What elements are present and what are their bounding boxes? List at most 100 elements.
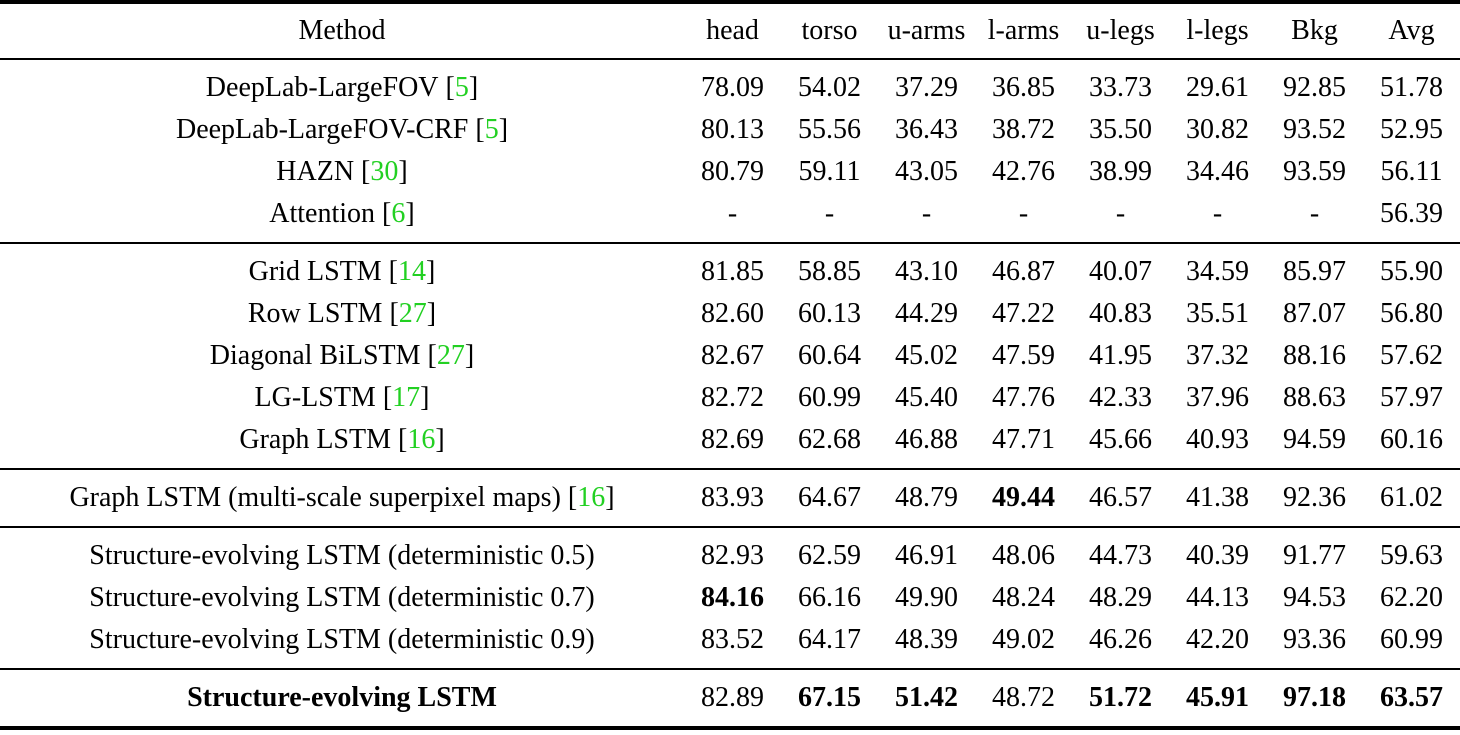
- table-row: Structure-evolving LSTM (deterministic 0…: [0, 577, 1460, 619]
- citation-number: 17: [392, 382, 421, 413]
- citation-link[interactable]: [5]: [475, 114, 508, 145]
- citation-link[interactable]: [27]: [428, 340, 475, 371]
- metric-cell: -: [1212, 198, 1223, 229]
- metric-cell: 83.93: [701, 482, 764, 513]
- method-label: LG-LSTM: [254, 382, 376, 413]
- citation-link[interactable]: [6]: [382, 198, 415, 229]
- group-proposed-method: Structure-evolving LSTM 82.89 67.15 51.4…: [0, 669, 1460, 728]
- metric-cell: 51.78: [1380, 72, 1443, 103]
- column-header-head: head: [706, 15, 759, 46]
- metric-cell-best: 51.42: [895, 682, 958, 713]
- metric-cell: 82.93: [701, 540, 764, 571]
- table-row: HAZN [30] 80.79 59.11 43.05 42.76 38.99 3…: [0, 151, 1460, 193]
- metric-cell: 82.89: [701, 682, 764, 713]
- metric-cell: 46.88: [895, 424, 958, 455]
- table-header: Method head torso u-arms l-arms u-legs l…: [0, 2, 1460, 59]
- bracket: [: [388, 256, 398, 287]
- metric-cell: 48.24: [992, 582, 1055, 613]
- bracket: [: [382, 198, 392, 229]
- bracket: ]: [420, 382, 430, 413]
- citation-link[interactable]: [27]: [389, 298, 436, 329]
- citation-number: 16: [577, 482, 606, 513]
- metric-cell: 60.13: [798, 298, 861, 329]
- metric-cell: 81.85: [701, 256, 764, 287]
- metric-cell: 60.16: [1380, 424, 1443, 455]
- metric-cell: 48.29: [1089, 582, 1152, 613]
- metric-cell: 80.79: [701, 156, 764, 187]
- table-row: Structure-evolving LSTM (deterministic 0…: [0, 527, 1460, 577]
- metric-cell: 34.59: [1186, 256, 1249, 287]
- metric-cell: 82.69: [701, 424, 764, 455]
- metric-cell: 93.36: [1283, 624, 1346, 655]
- method-cell: Structure-evolving LSTM (deterministic 0…: [0, 577, 684, 619]
- metric-cell: 59.63: [1380, 540, 1443, 571]
- method-cell: DeepLab-LargeFOV-CRF [5]: [0, 109, 684, 151]
- metric-cell: 45.66: [1089, 424, 1152, 455]
- metric-cell: -: [727, 198, 738, 229]
- method-label: HAZN: [276, 156, 355, 187]
- column-header-u-legs: u-legs: [1086, 15, 1155, 46]
- metric-cell: 46.87: [992, 256, 1055, 287]
- method-label: Diagonal BiLSTM: [209, 340, 421, 371]
- metric-cell: 44.13: [1186, 582, 1249, 613]
- metric-cell: 36.43: [895, 114, 958, 145]
- method-label: Structure-evolving LSTM (deterministic 0…: [89, 582, 595, 613]
- citation-link[interactable]: [16]: [568, 482, 615, 513]
- method-label: Grid LSTM: [248, 256, 382, 287]
- metric-cell: 92.36: [1283, 482, 1346, 513]
- metric-cell: 36.85: [992, 72, 1055, 103]
- metric-cell: 42.76: [992, 156, 1055, 187]
- metric-cell: 46.91: [895, 540, 958, 571]
- column-header-l-arms: l-arms: [987, 15, 1060, 46]
- bracket: ]: [435, 424, 445, 455]
- bracket: ]: [398, 156, 408, 187]
- metric-cell: 47.76: [992, 382, 1055, 413]
- metric-cell: 87.07: [1283, 298, 1346, 329]
- bracket: ]: [405, 198, 415, 229]
- citation-number: 5: [484, 114, 499, 145]
- table-row: Graph LSTM [16] 82.69 62.68 46.88 47.71 4…: [0, 419, 1460, 469]
- method-cell: Structure-evolving LSTM: [0, 669, 684, 728]
- citation-link[interactable]: [30]: [361, 156, 408, 187]
- metric-cell: 92.85: [1283, 72, 1346, 103]
- method-cell: HAZN [30]: [0, 151, 684, 193]
- metric-cell-best: 51.72: [1089, 682, 1152, 713]
- citation-link[interactable]: [5]: [446, 72, 479, 103]
- group-deterministic-ablations: Structure-evolving LSTM (deterministic 0…: [0, 527, 1460, 669]
- metric-cell: 30.82: [1186, 114, 1249, 145]
- method-label: DeepLab-LargeFOV: [205, 72, 439, 103]
- method-label: Graph LSTM: [239, 424, 391, 455]
- metric-cell: 42.33: [1089, 382, 1152, 413]
- citation-link[interactable]: [14]: [389, 256, 436, 287]
- citation-number: 27: [436, 340, 465, 371]
- method-label: Attention: [269, 198, 376, 229]
- metric-cell: 85.97: [1283, 256, 1346, 287]
- method-cell: Grid LSTM [14]: [0, 243, 684, 293]
- metric-cell: 47.22: [992, 298, 1055, 329]
- citation-link[interactable]: [16]: [398, 424, 445, 455]
- metric-cell: 62.59: [798, 540, 861, 571]
- bracket: [: [361, 156, 371, 187]
- metric-cell: 47.59: [992, 340, 1055, 371]
- metric-cell: 45.02: [895, 340, 958, 371]
- metric-cell: 94.53: [1283, 582, 1346, 613]
- method-cell: Diagonal BiLSTM [27]: [0, 335, 684, 377]
- metric-cell: 38.72: [992, 114, 1055, 145]
- metric-cell-best: 97.18: [1283, 682, 1346, 713]
- metric-cell: 33.73: [1089, 72, 1152, 103]
- citation-link[interactable]: [17]: [383, 382, 430, 413]
- table-row: Diagonal BiLSTM [27] 82.67 60.64 45.02 47…: [0, 335, 1460, 377]
- metric-cell: 29.61: [1186, 72, 1249, 103]
- metric-cell: -: [1018, 198, 1029, 229]
- metric-cell: -: [1309, 198, 1320, 229]
- metric-cell: 60.99: [1380, 624, 1443, 655]
- metric-cell-best: 45.91: [1186, 682, 1249, 713]
- metric-cell: 78.09: [701, 72, 764, 103]
- bracket: ]: [468, 72, 479, 103]
- method-cell: Graph LSTM (multi-scale superpixel maps)…: [0, 469, 684, 527]
- bracket: ]: [464, 340, 475, 371]
- metric-cell-best: 49.44: [992, 482, 1055, 513]
- method-cell: Row LSTM [27]: [0, 293, 684, 335]
- table-row: Structure-evolving LSTM (deterministic 0…: [0, 619, 1460, 669]
- metric-cell: 34.46: [1186, 156, 1249, 187]
